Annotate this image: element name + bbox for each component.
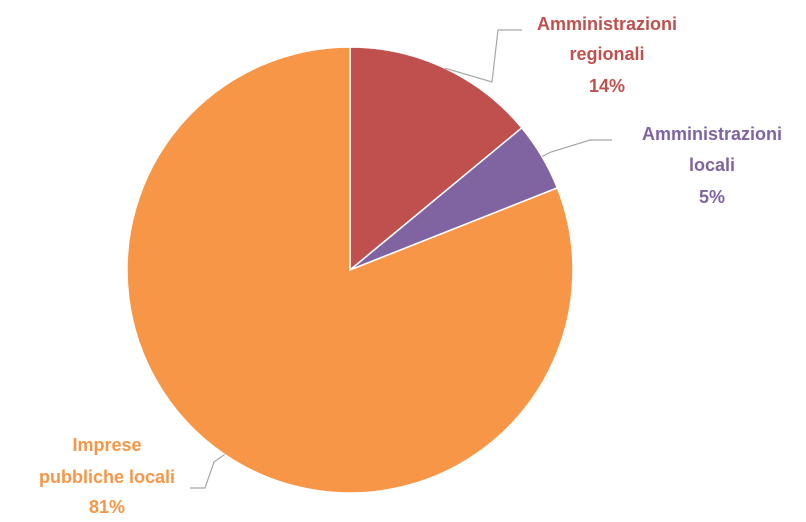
- slice-value-imprese: 81%: [89, 497, 125, 517]
- leader-line-regionali: [444, 29, 522, 83]
- slice-value-locali: 5%: [699, 187, 725, 207]
- slice-label-locali-line1: Amministrazioni: [642, 124, 782, 144]
- slice-value-regionali: 14%: [589, 76, 625, 96]
- slice-label-regionali-line2: regionali: [569, 44, 644, 64]
- label-imprese-pubbliche-locali: Imprese pubbliche locali 81%: [39, 435, 175, 517]
- leader-line-imprese: [190, 453, 226, 489]
- slice-label-locali-line2: locali: [689, 155, 735, 175]
- slice-label-imprese-line1: Imprese: [72, 435, 141, 455]
- slice-label-imprese-line2: pubbliche locali: [39, 467, 175, 487]
- pie-slice-regionali: [349, 46, 523, 272]
- leader-line-locali: [541, 139, 612, 158]
- slice-label-regionali-line1: Amministrazioni: [537, 14, 677, 34]
- label-amministrazioni-regionali: Amministrazioni regionali 14%: [537, 14, 677, 96]
- label-amministrazioni-locali: Amministrazioni locali 5%: [642, 124, 782, 207]
- pie-slices: [126, 46, 574, 494]
- leader-lines: [190, 29, 612, 489]
